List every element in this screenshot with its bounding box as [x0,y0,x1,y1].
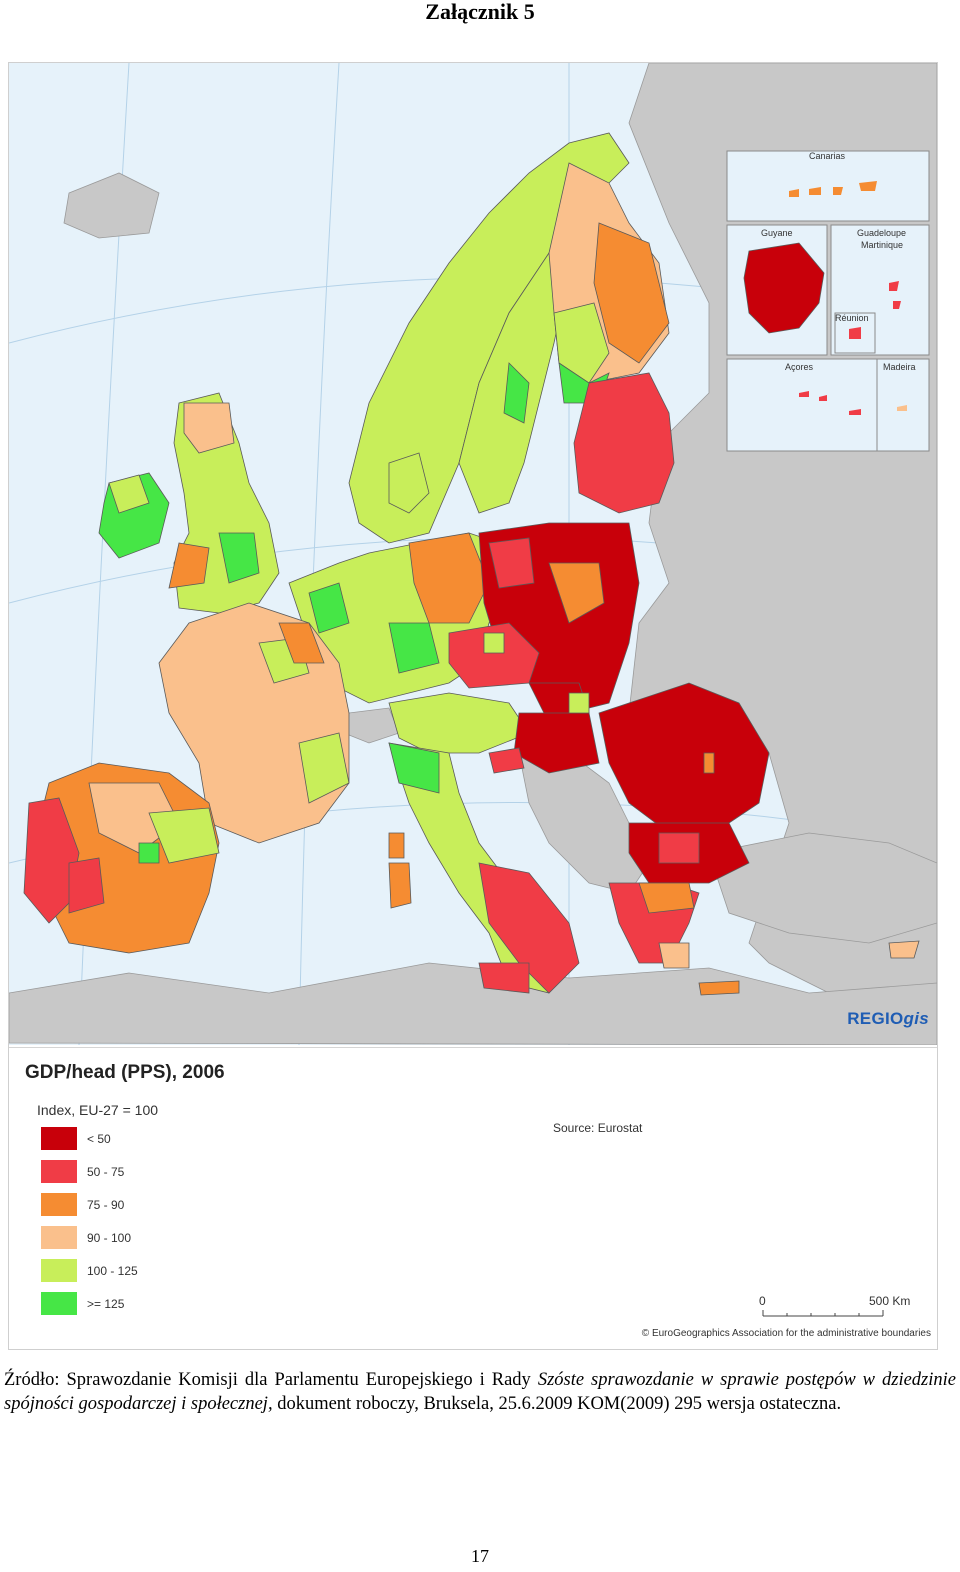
legend-label: 75 - 90 [87,1197,125,1212]
legend-index-note: Index, EU-27 = 100 [37,1102,159,1118]
caption-prefix: Źródło: Sprawozdanie Komisji dla Parlame… [4,1370,538,1390]
baltics [573,372,675,514]
inset-canarias [726,150,930,222]
scale-max-label: 500 Km [869,1294,911,1308]
map-title: GDP/head (PPS), 2006 [25,1062,225,1083]
london-area [218,532,260,584]
balkans [518,752,650,894]
spain-northeast [148,807,220,864]
extremadura [68,857,105,914]
wales [168,542,210,589]
bulgaria-southwest [658,832,700,864]
brand-suffix: gis [903,1009,929,1028]
stockholm [503,362,530,424]
label-acores: Açores [785,362,814,372]
canarias-islands [789,181,877,197]
map-figure: Canarias Guyane Guadeloupe Martinique Ré… [8,62,938,1350]
page-heading: Załącznik 5 [425,0,535,24]
legend-label: 90 - 100 [87,1230,132,1245]
regiogis-logo: REGIOgis [847,1009,929,1029]
inset-madeira [876,358,930,452]
iceland [63,172,160,239]
italy-south [478,862,580,994]
denmark [388,452,430,514]
caption-report-title: Szóste sprawozdanie w sprawie postępów w… [4,1370,956,1414]
legend-swatch [41,1226,77,1249]
page-number: 17 [471,1546,489,1566]
label-martinique: Martinique [861,240,903,250]
legend-item: 100 - 125 [41,1254,138,1287]
map-svg: Canarias Guyane Guadeloupe Martinique Ré… [9,63,937,1045]
germany-south [388,622,440,674]
acores-islands [799,391,861,415]
label-guyane: Guyane [761,228,793,238]
legend-label: 100 - 125 [87,1263,138,1278]
madrid [138,842,160,864]
inset-acores [726,358,878,452]
legend-list: < 50 50 - 75 75 - 90 90 - 100 100 - 125 >= 12… [41,1122,138,1320]
finland-east [593,222,670,364]
label-canarias: Canarias [809,151,846,161]
bratislava [568,692,590,714]
bucuresti [703,752,715,774]
guyane-region [743,242,825,334]
copyright-note: © EuroGeographics Association for the ad… [641,1328,931,1339]
attica [658,942,690,969]
austria [388,692,530,754]
scotland-north [183,402,235,454]
romania [598,682,770,834]
europe-map: Canarias Guyane Guadeloupe Martinique Ré… [9,63,937,1045]
rhone-alpes [298,732,350,804]
prague [483,632,505,654]
legend-item: >= 125 [41,1287,138,1320]
nord-pas-de-calais [278,622,325,664]
scale-zero-label: 0 [759,1294,766,1308]
lombardy [388,742,440,794]
finland-west [553,302,610,384]
legend-swatch [41,1259,77,1282]
corsica [388,832,405,859]
sardinia [388,862,412,909]
guadeloupe-martinique-islands [889,281,901,309]
source-note: Source: Eurostat [553,1121,643,1135]
legend-label: >= 125 [87,1296,125,1311]
reunion-island [849,327,861,339]
mazowieckie [548,562,605,624]
turkey [708,832,937,944]
legend-panel: GDP/head (PPS), 2006 Index, EU-27 = 100 … [9,1047,937,1349]
legend-label: < 50 [87,1131,111,1146]
poland-west [488,537,535,589]
legend-item: 75 - 90 [41,1188,138,1221]
eu-regions [23,132,920,996]
source-caption: Źródło: Sprawozdanie Komisji dla Parlame… [4,1368,956,1416]
legend-item: 90 - 100 [41,1221,138,1254]
legend-item: 50 - 75 [41,1155,138,1188]
brand-main: REGIO [847,1009,904,1028]
madeira-island [897,405,907,411]
legend-label: 50 - 75 [87,1164,125,1179]
scale-ruler [762,1310,884,1317]
legend-swatch [41,1127,77,1150]
crete [698,980,740,996]
slovenia [488,747,525,774]
insets: Canarias Guyane Guadeloupe Martinique Ré… [726,150,930,452]
caption-suffix: dokument roboczy, Bruksela, 25.6.2009 KO… [272,1394,842,1414]
sicily [478,962,530,994]
label-madeira: Madeira [883,362,916,372]
greece-north [638,882,695,914]
label-guadeloupe: Guadeloupe [857,228,906,238]
scale-bar: 0 500 Km [753,1294,923,1324]
legend-swatch [41,1160,77,1183]
ireland-bmw [108,474,150,514]
cyprus [888,940,920,959]
legend-swatch [41,1292,77,1315]
east-germany [408,532,490,624]
legend-swatch [41,1193,77,1216]
netherlands-west [308,582,350,634]
legend-item: < 50 [41,1122,138,1155]
label-reunion: Réunion [835,313,869,323]
